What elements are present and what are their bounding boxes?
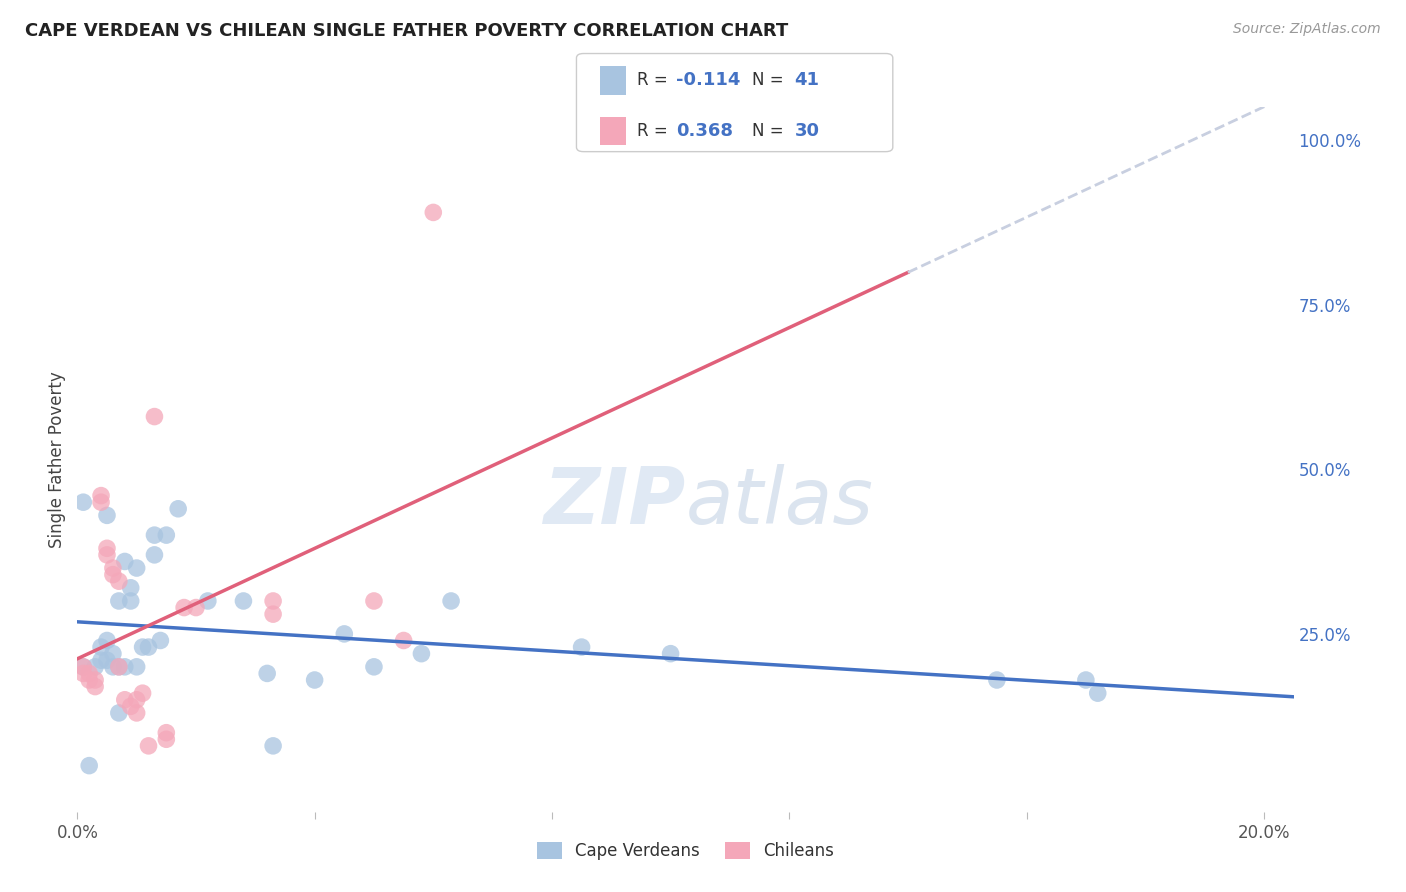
- Point: [84, 673, 107, 687]
- Point: [125, 660, 148, 674]
- Point: [72, 495, 94, 509]
- Point: [90, 495, 112, 509]
- Point: [120, 594, 142, 608]
- Point: [571, 640, 593, 654]
- Point: [101, 561, 124, 575]
- Point: [96, 548, 118, 562]
- Point: [333, 627, 356, 641]
- Point: [96, 653, 118, 667]
- Point: [101, 660, 124, 674]
- Point: [392, 633, 415, 648]
- Point: [131, 686, 153, 700]
- Point: [986, 673, 1008, 687]
- Point: [232, 594, 254, 608]
- Point: [72, 660, 94, 674]
- Point: [262, 607, 284, 622]
- Point: [155, 725, 177, 739]
- Text: ZIP: ZIP: [543, 464, 686, 540]
- Point: [440, 594, 463, 608]
- Point: [184, 600, 207, 615]
- Point: [173, 600, 195, 615]
- Point: [262, 594, 284, 608]
- Point: [96, 541, 118, 556]
- Point: [101, 647, 124, 661]
- Point: [262, 739, 284, 753]
- Point: [90, 489, 112, 503]
- Point: [77, 673, 100, 687]
- Point: [256, 666, 278, 681]
- Point: [1074, 673, 1097, 687]
- Point: [72, 666, 94, 681]
- Text: 0.368: 0.368: [676, 122, 734, 140]
- Text: atlas: atlas: [686, 464, 873, 540]
- Text: R =: R =: [637, 122, 673, 140]
- Point: [114, 660, 136, 674]
- Point: [120, 699, 142, 714]
- Point: [143, 528, 166, 542]
- Point: [108, 660, 131, 674]
- Point: [108, 574, 131, 589]
- Text: CAPE VERDEAN VS CHILEAN SINGLE FATHER POVERTY CORRELATION CHART: CAPE VERDEAN VS CHILEAN SINGLE FATHER PO…: [25, 22, 789, 40]
- Text: R =: R =: [637, 71, 673, 89]
- Text: N =: N =: [752, 71, 789, 89]
- Text: Source: ZipAtlas.com: Source: ZipAtlas.com: [1233, 22, 1381, 37]
- Point: [84, 660, 107, 674]
- Point: [90, 653, 112, 667]
- Point: [90, 640, 112, 654]
- Point: [167, 501, 190, 516]
- Text: 41: 41: [794, 71, 820, 89]
- Point: [77, 666, 100, 681]
- Point: [131, 640, 153, 654]
- Point: [108, 660, 131, 674]
- Y-axis label: Single Father Poverty: Single Father Poverty: [48, 371, 66, 548]
- Point: [149, 633, 172, 648]
- Point: [363, 660, 385, 674]
- Point: [77, 758, 100, 772]
- Text: N =: N =: [752, 122, 789, 140]
- Point: [125, 561, 148, 575]
- Point: [363, 594, 385, 608]
- Point: [155, 528, 177, 542]
- Point: [125, 692, 148, 706]
- Point: [108, 594, 131, 608]
- Point: [143, 548, 166, 562]
- Point: [72, 660, 94, 674]
- Point: [659, 647, 682, 661]
- Point: [114, 692, 136, 706]
- Point: [114, 554, 136, 568]
- Point: [125, 706, 148, 720]
- Point: [411, 647, 433, 661]
- Point: [197, 594, 219, 608]
- Point: [84, 680, 107, 694]
- Point: [143, 409, 166, 424]
- Legend: Cape Verdeans, Chileans: Cape Verdeans, Chileans: [530, 835, 841, 867]
- Point: [108, 706, 131, 720]
- Point: [304, 673, 326, 687]
- Text: -0.114: -0.114: [676, 71, 741, 89]
- Text: 30: 30: [794, 122, 820, 140]
- Point: [101, 567, 124, 582]
- Point: [422, 205, 444, 219]
- Point: [138, 739, 160, 753]
- Point: [96, 508, 118, 523]
- Point: [96, 633, 118, 648]
- Point: [138, 640, 160, 654]
- Point: [120, 581, 142, 595]
- Point: [1087, 686, 1109, 700]
- Point: [155, 732, 177, 747]
